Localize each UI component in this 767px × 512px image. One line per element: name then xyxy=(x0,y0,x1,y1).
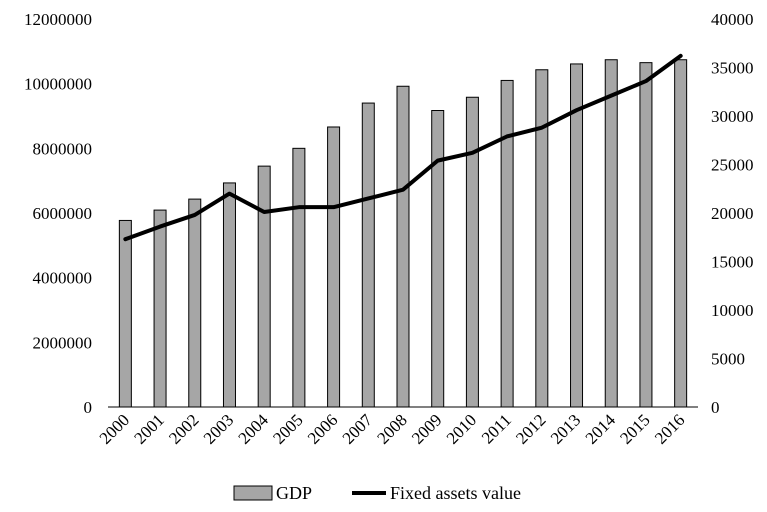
x-axis-tick-label: 2012 xyxy=(512,410,549,447)
gdp-bar xyxy=(118,219,132,408)
left-axis-tick-label: 0 xyxy=(84,398,93,417)
left-axis-tick-label: 12000000 xyxy=(24,10,92,29)
right-axis-tick-label: 5000 xyxy=(711,350,745,369)
gdp-bar xyxy=(639,62,653,408)
gdp-bar xyxy=(465,96,479,408)
gdp-bars xyxy=(118,59,688,408)
gdp-bar xyxy=(674,59,688,408)
x-axis-tick-label: 2005 xyxy=(269,410,306,447)
left-axis-tick-label: 8000000 xyxy=(33,139,93,158)
right-axis-tick-label: 20000 xyxy=(711,204,754,223)
left-axis-tick-label: 10000000 xyxy=(24,75,92,94)
legend-fixed-assets-label: Fixed assets value xyxy=(390,483,521,503)
gdp-bar xyxy=(257,165,271,408)
gdp-bar xyxy=(570,63,584,408)
legend: GDP Fixed assets value xyxy=(233,483,521,503)
x-axis-tick-label: 2001 xyxy=(130,410,167,447)
left-axis-tick-label: 4000000 xyxy=(33,269,93,288)
x-axis-tick-label: 2011 xyxy=(478,410,515,447)
legend-gdp-swatch xyxy=(233,485,273,501)
x-axis-tick-label: 2008 xyxy=(373,410,410,447)
legend-gdp-label: GDP xyxy=(276,483,312,503)
x-axis-ticks: 2000200120022003200420052006200720082009… xyxy=(96,410,689,448)
gdp-bar xyxy=(361,102,375,408)
right-axis-tick-label: 35000 xyxy=(711,59,754,78)
left-axis-ticks: 0 2000000 4000000 6000000 8000000 10000000 120… xyxy=(24,10,92,417)
gdp-bar xyxy=(535,69,549,408)
x-axis-tick-label: 2014 xyxy=(582,410,620,448)
x-axis-tick-label: 2013 xyxy=(547,410,584,447)
x-axis-tick-label: 2007 xyxy=(339,410,377,448)
x-axis-tick-label: 2000 xyxy=(96,410,133,447)
x-axis-tick-label: 2009 xyxy=(408,410,445,447)
x-axis-tick-label: 2016 xyxy=(651,410,688,447)
x-axis-tick-label: 2003 xyxy=(200,410,237,447)
right-axis-tick-label: 0 xyxy=(711,398,720,417)
gdp-bar xyxy=(396,85,410,408)
x-axis-tick-label: 2015 xyxy=(616,410,653,447)
gdp-bar xyxy=(327,126,341,408)
x-axis-tick-label: 2004 xyxy=(235,410,273,448)
gdp-bar xyxy=(604,59,618,408)
left-axis-tick-label: 6000000 xyxy=(33,204,93,223)
right-axis-tick-label: 40000 xyxy=(711,10,754,29)
right-axis-tick-label: 30000 xyxy=(711,107,754,126)
x-axis-tick-label: 2002 xyxy=(165,410,202,447)
right-axis-ticks: 0 5000 10000 15000 20000 25000 30000 35000 40000 xyxy=(711,10,754,417)
right-axis-tick-label: 15000 xyxy=(711,253,754,272)
x-axis-tick-label: 2010 xyxy=(443,410,480,447)
gdp-bar xyxy=(222,182,236,408)
fixed-assets-line-layer xyxy=(123,53,683,242)
right-axis-tick-label: 25000 xyxy=(711,156,754,175)
fixed-assets-line xyxy=(123,53,683,242)
gdp-bar xyxy=(292,147,306,408)
gdp-bar xyxy=(500,79,514,408)
right-axis-tick-label: 10000 xyxy=(711,301,754,320)
x-axis-tick-label: 2006 xyxy=(304,410,341,447)
gdp-bar xyxy=(188,198,202,408)
gdp-bar xyxy=(431,110,445,408)
left-axis-tick-label: 2000000 xyxy=(33,333,93,352)
gdp-bar xyxy=(153,209,167,408)
